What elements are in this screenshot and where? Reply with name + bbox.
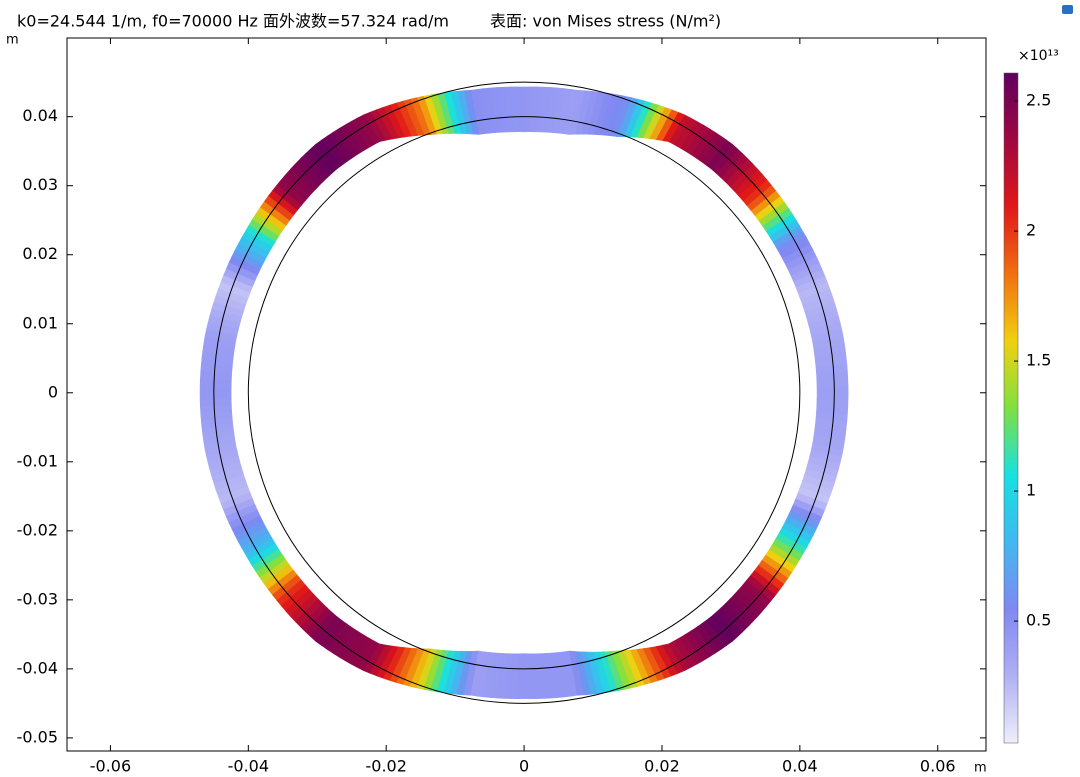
stress-segment [443,87,502,135]
stress-segment [200,308,243,368]
segment-piece [199,385,232,394]
segment-piece [816,392,849,401]
segment-piece [816,385,849,394]
y-tick-label: 0.02 [22,244,58,263]
x-tick-label: -0.02 [365,757,406,776]
stress-segment [200,418,243,477]
stress-segment [761,207,817,270]
y-tick-label: -0.04 [17,658,58,677]
stress-segment [231,515,287,579]
stress-segment [593,648,659,694]
y-tick-label: -0.01 [17,451,58,470]
stress-segment [787,256,837,318]
segment-piece [199,378,232,387]
colorbar-tick-label: 2 [1026,221,1036,240]
segment-piece [517,653,525,699]
x-tick-label: 0 [519,757,529,776]
y-unit: m [6,33,19,48]
stress-segment [729,163,789,227]
stress-segment [259,163,319,227]
stress-segment [211,256,261,318]
colorbar-multiplier: ×10¹³ [1018,48,1059,64]
app-icon [1062,5,1073,14]
stress-segment [389,92,456,138]
plot-frame [66,37,987,752]
reference-circle [213,81,835,704]
stress-segment [295,128,358,187]
stress-segment [806,308,848,368]
y-tick-label: -0.05 [17,727,58,746]
stress-segment [642,104,710,155]
stress-segment [231,207,287,270]
colorbar-tick-label: 1 [1026,481,1036,500]
stress-segment [389,647,456,694]
x-tick-label: 0.06 [920,757,956,776]
y-tick-label: -0.02 [17,520,58,539]
segment-piece [815,418,848,429]
chart-title: k0=24.544 1/m, f0=70000 Hz 面外波数=57.324 r… [17,12,449,31]
stress-segment [497,653,552,699]
colorbar-tick-label: 1.5 [1026,351,1051,370]
stress-segment [546,87,605,135]
y-tick-label: 0.04 [22,106,58,125]
segment-piece [816,398,849,408]
stress-segment [815,364,849,422]
y-tick-label: 0.03 [22,175,58,194]
stress-segment [497,86,552,133]
stress-segment [592,92,659,139]
y-tick-label: 0 [48,382,58,401]
stress-segment [199,364,233,422]
colorbar-tick-label: 2.5 [1026,91,1051,110]
stress-segment [546,650,605,699]
stress-segment [729,559,789,623]
stress-segment [690,128,754,187]
stress-segment [806,418,848,477]
x-tick-label: -0.06 [90,757,131,776]
stress-segment [211,468,261,530]
segment-piece [199,392,232,401]
y-tick-label: 0.01 [22,313,58,332]
stress-segment [642,630,710,681]
x-tick-label: 0.02 [644,757,680,776]
stress-segment [259,559,319,623]
stress-segment [787,468,837,530]
x-tick-label: -0.04 [228,757,269,776]
chart-subtitle: 表面: von Mises stress (N/m²) [490,12,721,31]
colorbar [1003,72,1019,744]
x-tick-label: 0.04 [782,757,818,776]
reference-circle [247,116,801,670]
x-unit: m [974,761,987,776]
segment-piece [523,86,532,133]
stress-segment [761,515,817,579]
y-tick-label: -0.03 [17,589,58,608]
colorbar-tick-label: 0.5 [1026,611,1051,630]
